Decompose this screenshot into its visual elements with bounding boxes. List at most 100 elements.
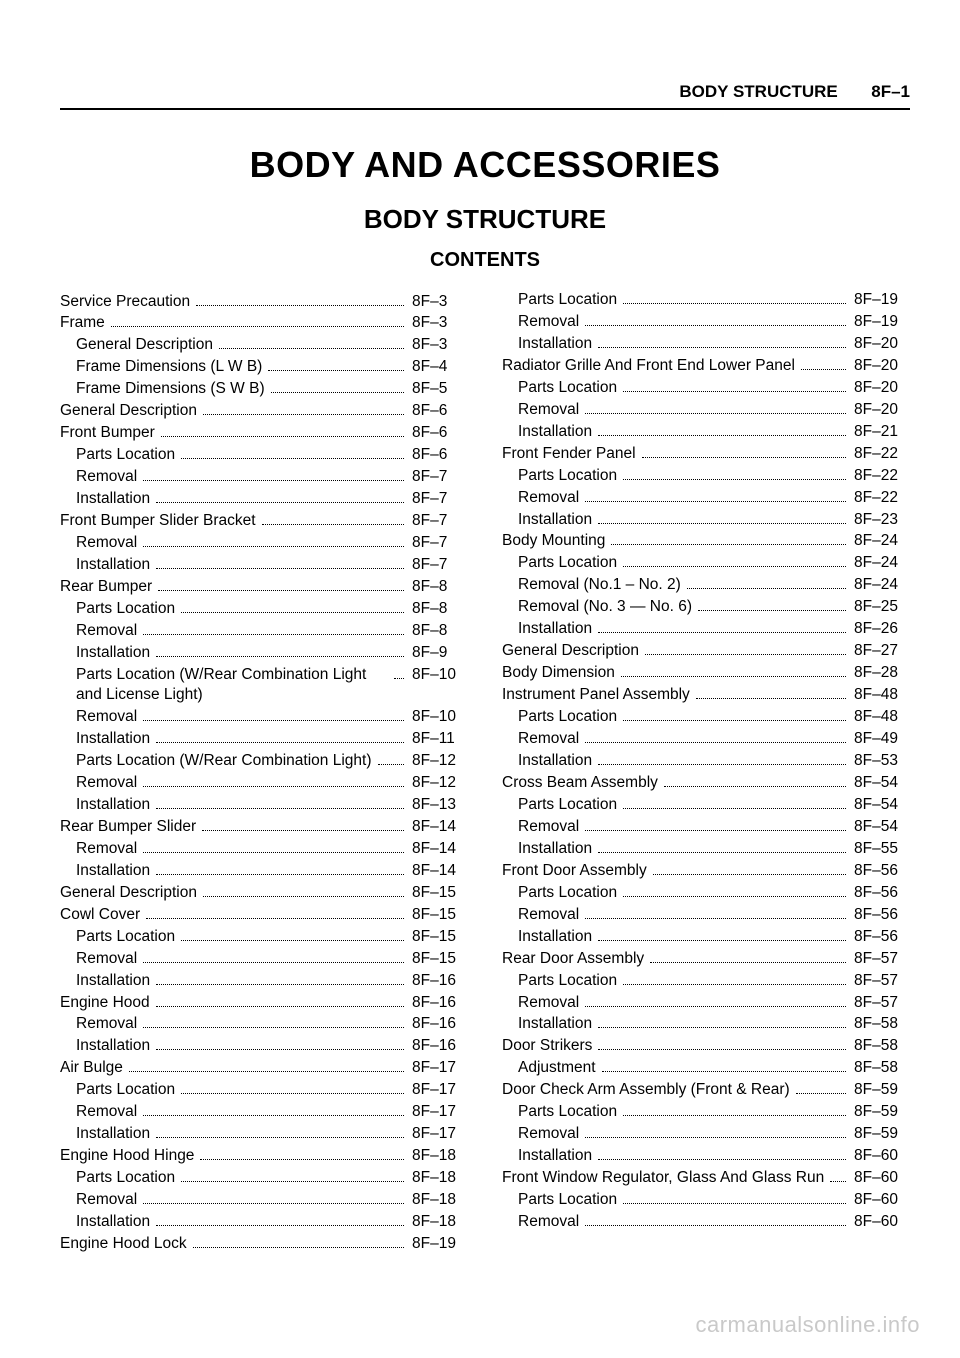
toc-leader-dots <box>623 974 846 984</box>
toc-page-ref: 8F–55 <box>850 839 910 859</box>
toc-row: Front Bumper Slider Bracket8F–7 <box>60 511 468 531</box>
toc-page-ref: 8F–21 <box>850 422 910 442</box>
toc-label: Front Door Assembly <box>502 861 647 881</box>
toc-row: Parts Location8F–8 <box>60 599 468 619</box>
toc-page-ref: 8F–14 <box>408 817 468 837</box>
toc-page-ref: 8F–48 <box>850 685 910 705</box>
toc-page-ref: 8F–54 <box>850 773 910 793</box>
contents-heading: CONTENTS <box>60 249 910 272</box>
toc-row: Cross Beam Assembly8F–54 <box>502 773 910 793</box>
toc-label: Removal <box>60 949 137 969</box>
toc-page-ref: 8F–24 <box>850 531 910 551</box>
toc-label: Removal <box>502 1212 579 1232</box>
toc-page-ref: 8F–60 <box>850 1212 910 1232</box>
toc-label: Radiator Grille And Front End Lower Pane… <box>502 356 795 376</box>
toc-leader-dots <box>181 1084 404 1094</box>
toc-leader-dots <box>801 360 846 370</box>
toc-label: Installation <box>60 1036 150 1056</box>
toc-row: Door Check Arm Assembly (Front & Rear)8F… <box>502 1080 910 1100</box>
toc-label: Rear Door Assembly <box>502 949 644 969</box>
toc-row: Removal8F–14 <box>60 839 468 859</box>
toc-row: Installation8F–21 <box>502 422 910 442</box>
toc-leader-dots <box>585 821 846 831</box>
toc-leader-dots <box>156 493 404 503</box>
toc-page-ref: 8F–15 <box>408 905 468 925</box>
toc-page-ref: 8F–6 <box>408 423 468 443</box>
toc-row: Parts Location8F–22 <box>502 466 910 486</box>
toc-label: Engine Hood Hinge <box>60 1146 194 1166</box>
toc-label: Removal <box>60 773 137 793</box>
toc-page-ref: 8F–53 <box>850 751 910 771</box>
toc-page-ref: 8F–27 <box>850 641 910 661</box>
toc-label: Installation <box>60 861 150 881</box>
toc-leader-dots <box>158 581 404 591</box>
toc-page-ref: 8F–3 <box>408 335 468 355</box>
toc-leader-dots <box>143 711 404 721</box>
toc-leader-dots <box>268 361 404 371</box>
toc-row: Front Fender Panel8F–22 <box>502 444 910 464</box>
toc-row: Removal8F–54 <box>502 817 910 837</box>
toc-page-ref: 8F–24 <box>850 575 910 595</box>
toc-leader-dots <box>623 886 846 896</box>
toc-label: Installation <box>502 751 592 771</box>
toc-page-ref: 8F–15 <box>408 927 468 947</box>
toc-row: Removal8F–19 <box>502 312 910 332</box>
toc-row: Installation8F–11 <box>60 729 468 749</box>
toc-page-ref: 8F–57 <box>850 993 910 1013</box>
toc-label: Installation <box>60 643 150 663</box>
toc-label: Parts Location <box>502 707 617 727</box>
toc-row: Installation8F–26 <box>502 619 910 639</box>
toc-page-ref: 8F–26 <box>850 619 910 639</box>
toc-page-ref: 8F–7 <box>408 555 468 575</box>
toc-row: Installation8F–7 <box>60 489 468 509</box>
toc-leader-dots <box>156 646 404 656</box>
toc-page-ref: 8F–16 <box>408 1014 468 1034</box>
toc-label: Removal <box>502 312 579 332</box>
toc-page-ref: 8F–20 <box>850 356 910 376</box>
toc-row: Engine Hood Hinge8F–18 <box>60 1146 468 1166</box>
toc-row: Installation8F–9 <box>60 643 468 663</box>
toc-leader-dots <box>156 733 404 743</box>
toc-leader-dots <box>598 338 846 348</box>
toc-label: Installation <box>60 1212 150 1232</box>
toc-leader-dots <box>585 996 846 1006</box>
toc-row: Air Bulge8F–17 <box>60 1058 468 1078</box>
toc-label: Parts Location <box>502 378 617 398</box>
toc-page-ref: 8F–54 <box>850 817 910 837</box>
toc-leader-dots <box>143 1018 404 1028</box>
toc-leader-dots <box>156 1040 404 1050</box>
toc-row: Installation8F–56 <box>502 927 910 947</box>
toc-row: Removal8F–7 <box>60 533 468 553</box>
toc-row: Adjustment8F–58 <box>502 1058 910 1078</box>
toc-page-ref: 8F–8 <box>408 577 468 597</box>
toc-page-ref: 8F–20 <box>850 400 910 420</box>
toc-row: Installation8F–60 <box>502 1146 910 1166</box>
toc-row: Cowl Cover8F–15 <box>60 905 468 925</box>
toc-label: Parts Location <box>502 795 617 815</box>
toc-leader-dots <box>181 930 404 940</box>
toc-leader-dots <box>621 667 846 677</box>
toc-row: Installation8F–17 <box>60 1124 468 1144</box>
toc-label: Installation <box>60 729 150 749</box>
toc-leader-dots <box>598 755 846 765</box>
toc-page-ref: 8F–56 <box>850 905 910 925</box>
toc-label: Removal (No.1 – No. 2) <box>502 575 681 595</box>
toc-page-ref: 8F–10 <box>408 665 468 685</box>
toc-row: Radiator Grille And Front End Lower Pane… <box>502 356 910 376</box>
toc-page-ref: 8F–18 <box>408 1212 468 1232</box>
toc-page-ref: 8F–56 <box>850 883 910 903</box>
toc-row: Parts Location8F–20 <box>502 378 910 398</box>
toc-page-ref: 8F–19 <box>408 1234 468 1254</box>
toc-leader-dots <box>598 425 846 435</box>
toc-row: Removal8F–59 <box>502 1124 910 1144</box>
toc-leader-dots <box>696 689 846 699</box>
toc-page-ref: 8F–24 <box>850 553 910 573</box>
toc-leader-dots <box>143 952 404 962</box>
toc-leader-dots <box>698 601 846 611</box>
toc-label: Removal <box>60 621 137 641</box>
toc-row: Installation8F–20 <box>502 334 910 354</box>
toc-page-ref: 8F–17 <box>408 1058 468 1078</box>
toc-label: Front Fender Panel <box>502 444 636 464</box>
toc-page-ref: 8F–60 <box>850 1146 910 1166</box>
toc-label: Parts Location <box>502 1102 617 1122</box>
